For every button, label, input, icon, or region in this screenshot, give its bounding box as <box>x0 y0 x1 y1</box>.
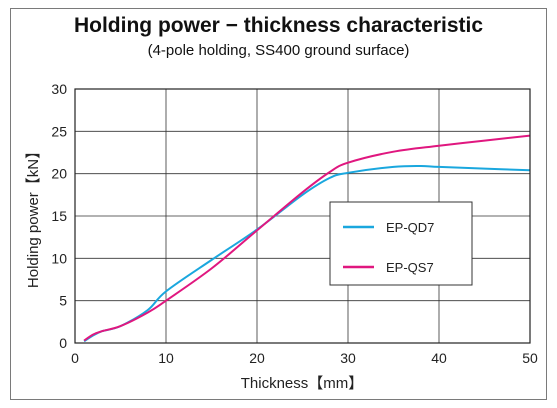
x-tick-label: 50 <box>522 350 538 366</box>
series-lines <box>83 134 531 343</box>
tick-labels: 0 10 20 30 40 50 0 5 10 15 20 25 30 <box>51 81 538 366</box>
y-tick-label: 25 <box>51 123 67 139</box>
chart-subtitle: (4-pole holding, SS400 ground surface) <box>147 42 410 59</box>
legend: EP-QD7 EP-QS7 <box>329 201 473 286</box>
x-tick-label: 40 <box>431 350 447 366</box>
x-tick-label: 10 <box>158 350 174 366</box>
y-tick-label: 15 <box>51 208 67 224</box>
chart-title: Holding power − thickness characteristic <box>73 14 484 37</box>
legend-label-ep-qs7: EP-QS7 <box>386 260 434 275</box>
y-axis-label: Holding power【kN】 <box>25 144 42 288</box>
x-tick-label: 30 <box>340 350 356 366</box>
y-tick-label: 20 <box>51 166 67 182</box>
x-tick-label: 20 <box>249 350 265 366</box>
legend-box <box>329 201 473 286</box>
y-tick-label: 5 <box>59 293 67 309</box>
series-line-ep-qs7 <box>83 134 531 342</box>
plot-border <box>74 88 531 344</box>
y-tick-label: 0 <box>59 335 67 351</box>
x-axis-label: Thickness【mm】 <box>241 375 364 392</box>
y-tick-label: 30 <box>51 81 67 97</box>
y-tick-label: 10 <box>51 250 67 266</box>
legend-label-ep-qd7: EP-QD7 <box>386 220 434 235</box>
x-tick-label: 0 <box>71 350 79 366</box>
